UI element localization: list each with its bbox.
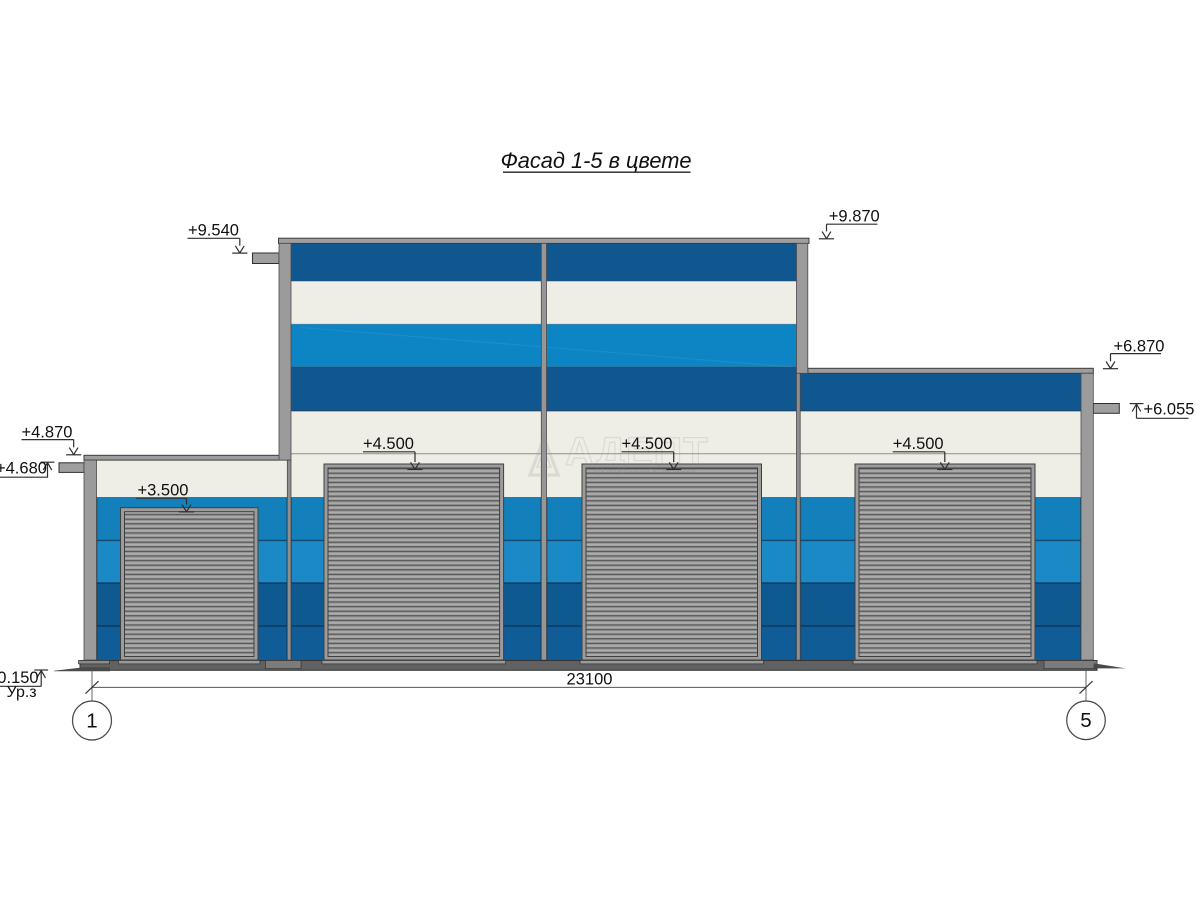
svg-text:строительная компания: строительная компания bbox=[588, 465, 696, 476]
svg-text:-0.150: -0.150 bbox=[0, 669, 39, 687]
svg-text:+4.500: +4.500 bbox=[893, 435, 944, 453]
svg-text:+4.870: +4.870 bbox=[22, 423, 73, 441]
svg-text:Фасад 1-5 в цвете: Фасад 1-5 в цвете bbox=[500, 148, 691, 173]
svg-text:+4.500: +4.500 bbox=[622, 435, 673, 453]
svg-text:Ур.з: Ур.з bbox=[7, 684, 37, 701]
svg-text:+9.870: +9.870 bbox=[829, 207, 880, 225]
svg-text:+9.540: +9.540 bbox=[188, 222, 239, 240]
svg-text:5: 5 bbox=[1080, 709, 1091, 732]
svg-text:23100: 23100 bbox=[567, 671, 613, 689]
svg-text:+6.055: +6.055 bbox=[1144, 401, 1195, 419]
svg-text:+4.680: +4.680 bbox=[0, 460, 47, 478]
svg-text:+3.500: +3.500 bbox=[138, 481, 189, 499]
svg-text:1: 1 bbox=[86, 709, 97, 732]
svg-text:+4.500: +4.500 bbox=[363, 435, 414, 453]
svg-text:+6.870: +6.870 bbox=[1114, 338, 1165, 356]
